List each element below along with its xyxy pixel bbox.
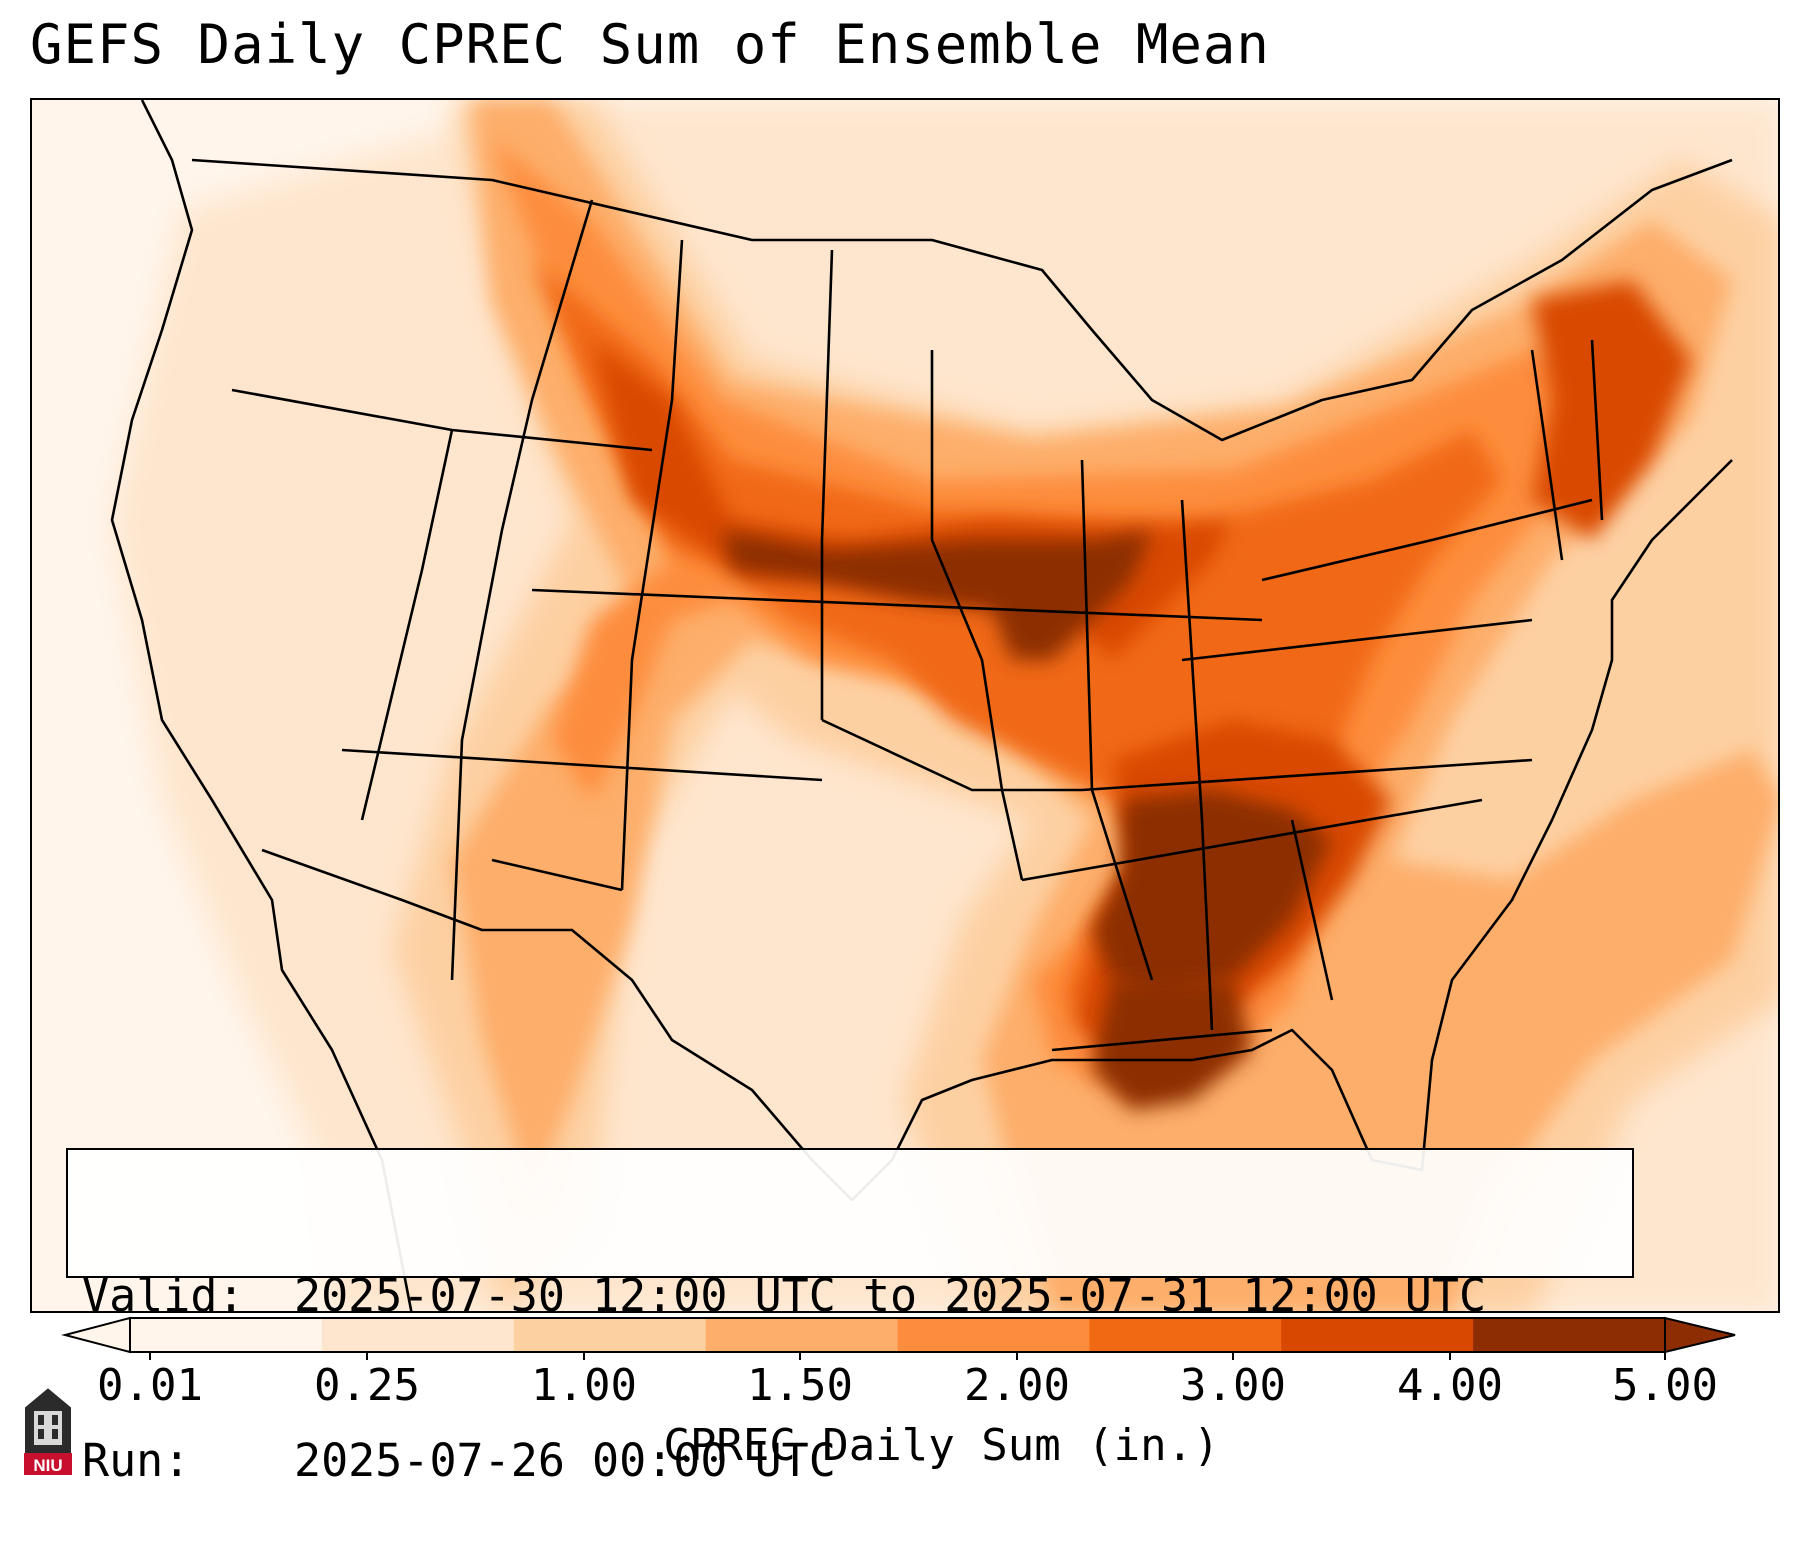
colorbar-swatch: [513, 1318, 707, 1352]
colorbar-label: CPREC Daily Sum (in.): [663, 1420, 1220, 1471]
run-line: Run: 2025-07-26 00:00 UTC: [82, 1433, 1618, 1488]
south-and-east-coast: [261, 459, 1733, 1202]
state-line: [1290, 819, 1334, 1001]
state-line: [820, 249, 834, 720]
colorbar-tick-label: 2.00: [964, 1360, 1070, 1411]
state-line: [531, 588, 1263, 622]
canada-border: [191, 158, 1733, 442]
state-line: [620, 239, 684, 891]
valid-time-box: Valid: 2025-07-30 12:00 UTC to 2025-07-31…: [66, 1148, 1634, 1487]
colorbar-ticks: 0.01 0.25 1.00 1.50 2.00 3.00 4.00 5.00: [0, 1360, 1803, 1412]
precip-level-6-northeast: [1532, 280, 1692, 540]
precipitation-map[interactable]: [30, 98, 1780, 1313]
colorbar-tick-label: 1.00: [531, 1360, 637, 1411]
precip-max-gulf: [1092, 790, 1332, 1000]
chart-title: GEFS Daily CPREC Sum of Ensemble Mean: [30, 13, 1270, 76]
niu-logo: NIU: [23, 1385, 73, 1476]
valid-label: Valid:: [82, 1269, 245, 1322]
valid-value: 2025-07-30 12:00 UTC to 2025-07-31 12:00…: [294, 1269, 1487, 1322]
state-line: [1021, 798, 1483, 882]
run-value: 2025-07-26 00:00 UTC: [294, 1434, 836, 1487]
state-line: [1200, 819, 1214, 1031]
precipitation-field: [32, 100, 1778, 1311]
political-borders: [110, 100, 1733, 1311]
colorbar-swatch: [321, 1318, 515, 1352]
state-line: [1530, 349, 1564, 561]
colorbar-tick-label: 0.25: [314, 1360, 420, 1411]
run-label: Run:: [82, 1434, 191, 1487]
colorbar-tick-label: 4.00: [1397, 1360, 1503, 1411]
precip-max-midwest: [722, 530, 1152, 660]
colorbar-tick-label: 5.00: [1612, 1360, 1718, 1411]
colorbar-swatch: [1473, 1318, 1666, 1352]
colorbar-tick-label: 3.00: [1180, 1360, 1286, 1411]
state-line: [1590, 339, 1604, 521]
state-line: [491, 858, 623, 892]
state-line: [1261, 498, 1593, 582]
colorbar-extend-min: [61, 1316, 131, 1354]
state-line: [821, 718, 1082, 792]
colorbar-swatch: [897, 1318, 1090, 1352]
colorbar-swatch: [1089, 1318, 1282, 1352]
valid-line: Valid: 2025-07-30 12:00 UTC to 2025-07-31…: [82, 1268, 1618, 1323]
colorbar-swatch: [705, 1318, 898, 1352]
colorbar-tick-label: 1.50: [747, 1360, 853, 1411]
state-line: [360, 429, 454, 821]
state-line: [1081, 758, 1533, 792]
colorbar-extend-max: [1664, 1316, 1736, 1354]
state-line: [1181, 618, 1533, 662]
colorbar-tick-label: 0.01: [97, 1360, 203, 1411]
state-line: [1051, 1028, 1273, 1052]
colorbar-swatch: [130, 1318, 323, 1352]
west-coast: [110, 100, 413, 1311]
colorbar-swatch: [1281, 1318, 1474, 1352]
state-line: [450, 199, 594, 981]
state-line: [930, 350, 1024, 881]
svg-text:NIU: NIU: [33, 1456, 62, 1475]
colorbar: [61, 1316, 1736, 1360]
state-line: [341, 748, 823, 782]
map-canvas: [32, 100, 1778, 1311]
